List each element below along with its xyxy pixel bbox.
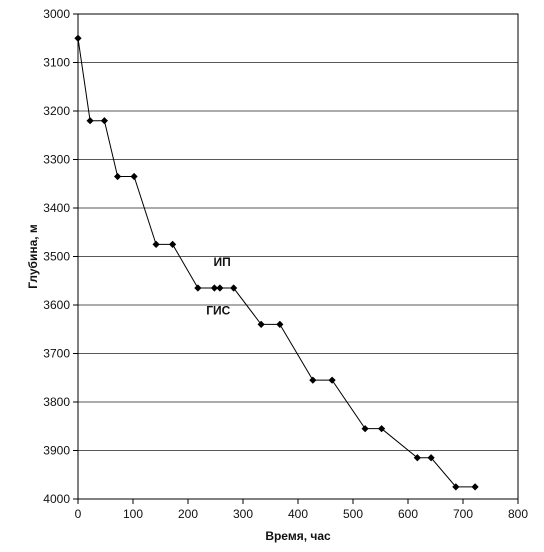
- x-tick-label: 300: [233, 507, 253, 521]
- data-point: [427, 454, 435, 462]
- data-point: [378, 425, 386, 433]
- x-tick-label: 200: [178, 507, 198, 521]
- x-axis-ticks: 0 100 200 300 400 500 600 700 800: [75, 499, 528, 521]
- data-point: [114, 172, 122, 181]
- y-tick-label: 3400: [43, 201, 70, 215]
- x-tick-label: 400: [288, 507, 308, 521]
- data-point: [328, 376, 336, 384]
- y-tick-label: 3500: [43, 250, 70, 264]
- x-tick-label: 0: [75, 507, 82, 521]
- y-tick-label: 3900: [43, 444, 70, 458]
- annotation-label: ГИС: [206, 304, 230, 318]
- data-point: [194, 284, 202, 292]
- x-tick-label: 800: [508, 507, 528, 521]
- y-tick-label: 3600: [43, 298, 70, 312]
- y-axis-label: Глубина, м: [26, 224, 40, 289]
- y-tick-label: 4000: [43, 492, 70, 506]
- data-point: [452, 483, 460, 491]
- data-point: [276, 320, 284, 328]
- data-point: [74, 34, 82, 42]
- series-markers: [74, 34, 479, 491]
- y-tick-label: 3300: [43, 153, 70, 167]
- data-point: [309, 376, 317, 384]
- x-tick-label: 500: [343, 507, 363, 521]
- x-axis-label: Время, час: [265, 529, 331, 543]
- gridlines: [78, 62, 518, 451]
- data-point: [130, 172, 138, 181]
- y-tick-label: 3700: [43, 347, 70, 361]
- data-point: [152, 240, 160, 248]
- data-point: [413, 454, 421, 462]
- data-point: [230, 284, 238, 292]
- data-point: [86, 117, 94, 125]
- y-tick-label: 3800: [43, 395, 70, 409]
- y-axis-ticks: 3000 3100 3200 3300 3400 3500 3600 3700 3800 3900…: [43, 7, 78, 506]
- data-point: [210, 284, 218, 292]
- data-point: [169, 240, 177, 248]
- x-tick-label: 700: [453, 507, 473, 521]
- data-point: [257, 320, 265, 328]
- y-tick-label: 3000: [43, 7, 70, 21]
- series-line: [77, 38, 476, 488]
- y-tick-label: 3200: [43, 104, 70, 118]
- data-point: [100, 117, 108, 125]
- annotations: ИП ГИС: [206, 255, 231, 318]
- annotation-label: ИП: [213, 255, 230, 269]
- data-point: [216, 284, 224, 292]
- x-tick-label: 600: [398, 507, 418, 521]
- y-tick-label: 3100: [43, 56, 70, 70]
- data-point: [471, 483, 479, 491]
- x-tick-label: 100: [123, 507, 143, 521]
- data-point: [361, 425, 369, 433]
